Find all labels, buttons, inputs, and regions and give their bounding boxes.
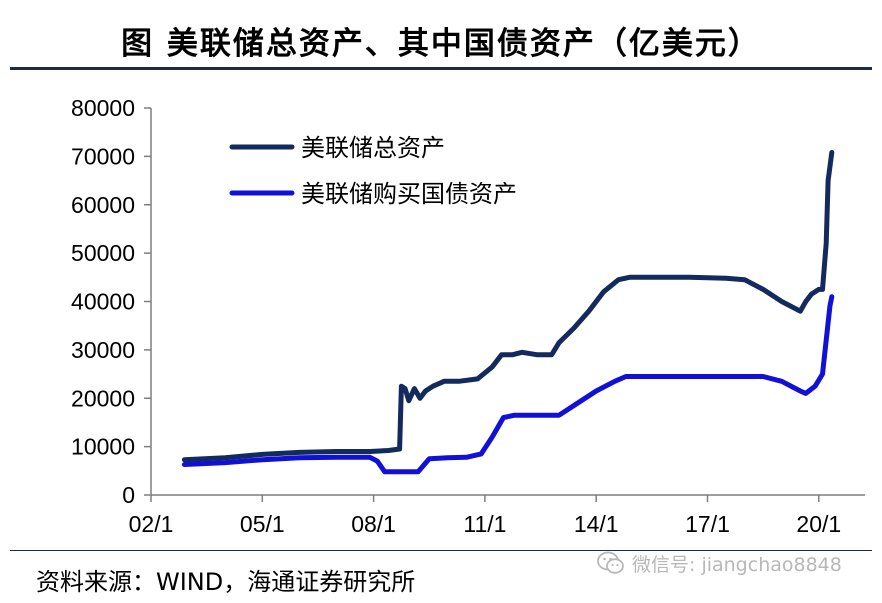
title-bar: 图 美联储总资产、其中国债资产（亿美元） [10, 14, 872, 70]
legend-label-total-assets: 美联储总资产 [301, 134, 445, 162]
wechat-icon [597, 551, 624, 574]
y-tick-label: 10000 [71, 434, 135, 460]
x-tick-label: 05/1 [240, 511, 285, 537]
y-tick-label: 30000 [71, 337, 135, 363]
x-tick-label: 20/1 [796, 511, 841, 537]
chart-title: 图 美联储总资产、其中国债资产（亿美元） [121, 26, 761, 62]
x-tick-label: 17/1 [685, 511, 730, 537]
x-tick-label: 11/1 [463, 511, 506, 537]
y-tick-label: 60000 [71, 192, 135, 218]
watermark-text: 微信号: jiangchao8848 [632, 553, 842, 576]
series-lines [181, 150, 835, 475]
y-tick-label: 20000 [71, 385, 135, 411]
footer-rule [10, 550, 872, 551]
axes: 0 10000 20000 30000 40000 50000 60000 70000 8000… [71, 95, 865, 537]
y-tick-label: 50000 [71, 240, 135, 266]
series-line-treasury-assets [181, 294, 835, 475]
source-note: 资料来源：WIND，海通证券研究所 [36, 568, 416, 596]
x-tick-label: 08/1 [351, 511, 396, 537]
x-tick-label: 02/1 [129, 511, 174, 537]
y-tick-label: 40000 [71, 289, 135, 315]
series-line-total-assets [181, 150, 835, 463]
y-tick-label: 70000 [71, 143, 135, 169]
y-tick-label: 80000 [71, 95, 135, 121]
y-tick-label: 0 [122, 482, 135, 508]
legend-label-treasury-assets: 美联储购买国债资产 [301, 180, 517, 208]
watermark: 微信号: jiangchao8848 [596, 548, 842, 578]
x-tick-label: 14/1 [574, 511, 619, 537]
